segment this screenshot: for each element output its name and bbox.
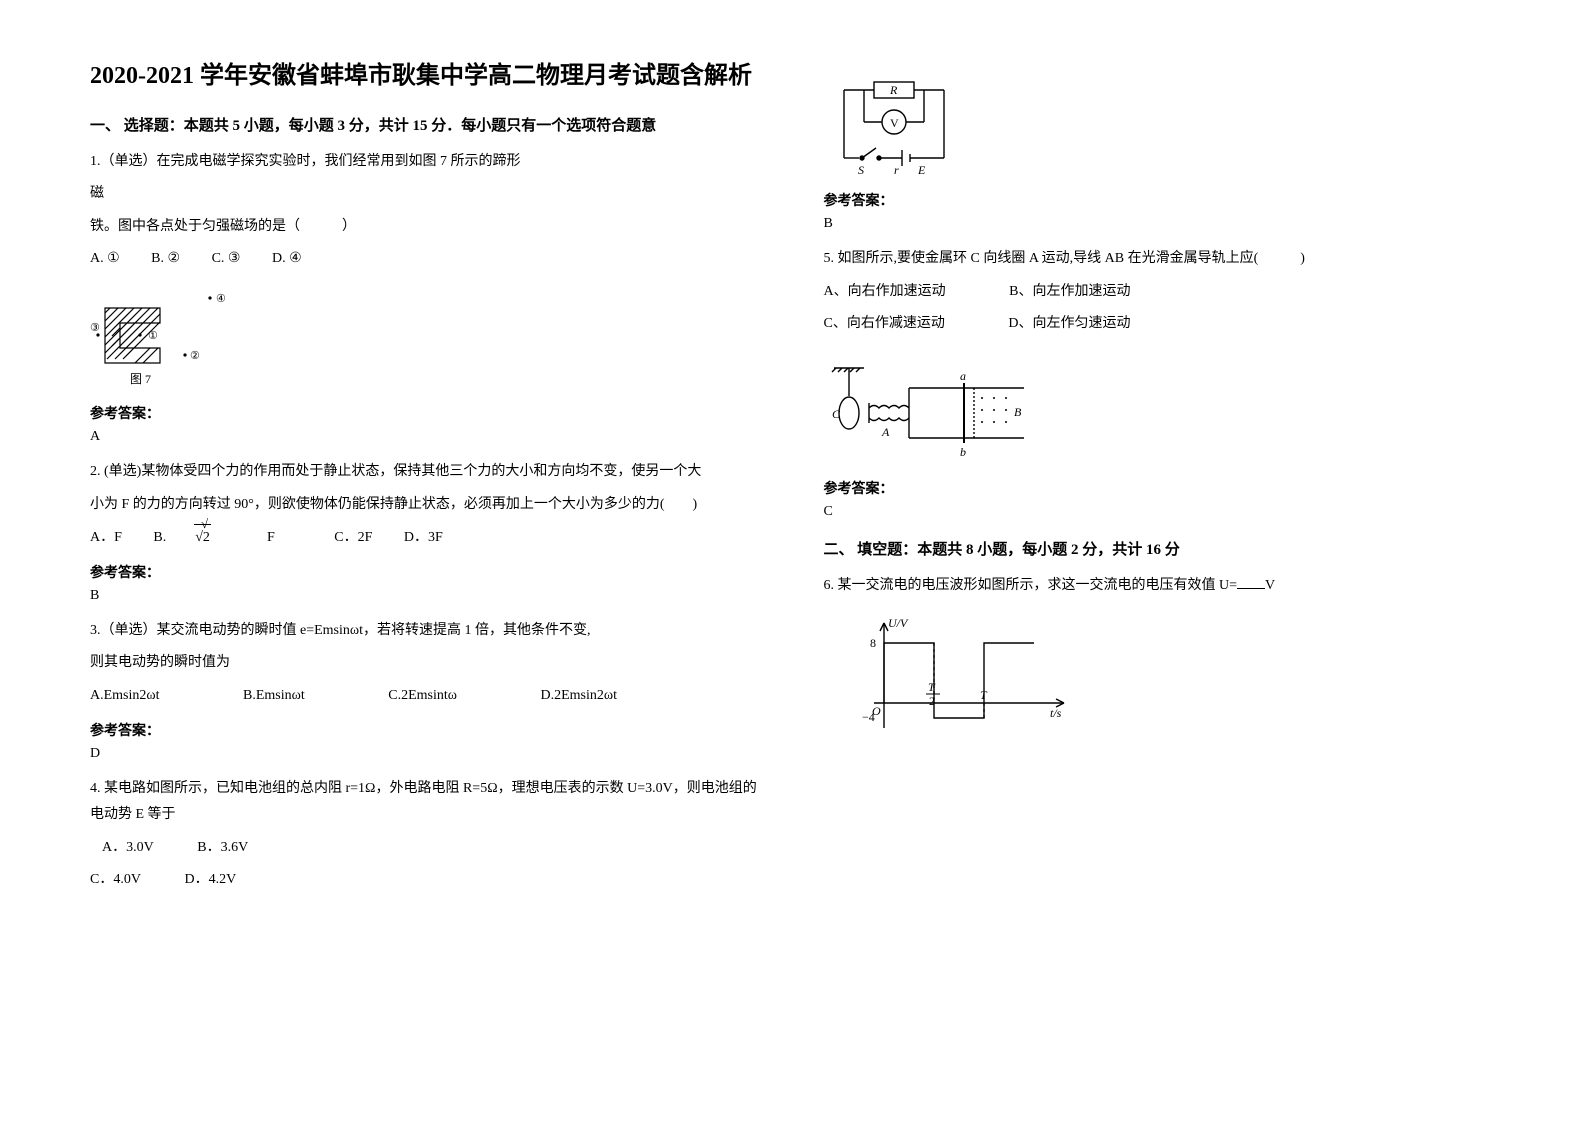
q1-pt1-label: ①: [148, 330, 158, 342]
q3-ans-label: 参考答案：: [90, 720, 764, 740]
q3-ans: D: [90, 746, 764, 762]
q1-optC: C. ③: [212, 246, 241, 273]
q5-optB: B、向左作加速运动: [1009, 279, 1130, 306]
q1-optB: B. ②: [151, 246, 180, 273]
q3-line2: 则其电动势的瞬时值为: [90, 650, 764, 677]
q1-line2: 磁: [90, 181, 764, 208]
q6-line1-suf: V: [1265, 578, 1275, 593]
q1-figure: ① ② ③ ④ 图 7: [90, 283, 764, 393]
q4-R-label: R: [889, 83, 898, 97]
q6-xlabel: t/s: [1050, 706, 1062, 720]
q5-C-label: C: [832, 407, 841, 421]
q4-options-row1: A．3.0V B．3.6V: [90, 835, 764, 862]
q1-line1: 1.（单选）在完成电磁学探究实验时，我们经常用到如图 7 所示的蹄形: [90, 149, 764, 176]
q4-V-label: V: [890, 116, 899, 130]
q4-optA: A．3.0V: [102, 835, 154, 862]
q5-ans-label: 参考答案：: [824, 478, 1498, 498]
q4-r-label: r: [894, 163, 899, 177]
q5-figure: C A B a b: [824, 358, 1498, 468]
q4-optC: C．4.0V: [90, 867, 141, 894]
q4-optB: B．3.6V: [197, 835, 248, 862]
q2-optC: C．2F: [334, 525, 372, 552]
q6-line1-pre: 6. 某一交流电的电压波形如图所示，求这一交流电的电压有效值 U=: [824, 578, 1238, 593]
q5-options-row2: C、向右作减速运动 D、向左作匀速运动: [824, 311, 1498, 338]
q1-ans: A: [90, 429, 764, 445]
q3-line1: 3.（单选）某交流电动势的瞬时值 e=Emsinωt，若将转速提高 1 倍，其他…: [90, 618, 764, 645]
q5-B-label: B: [1014, 405, 1022, 419]
q6-line1: 6. 某一交流电的电压波形如图所示，求这一交流电的电压有效值 U= V: [824, 573, 1498, 600]
q5-optC: C、向右作减速运动: [824, 311, 945, 338]
q5-line1: 5. 如图所示,要使金属环 C 向线圈 A 运动,导线 AB 在光滑金属导轨上应…: [824, 246, 1498, 273]
q4-ans-label: 参考答案：: [824, 190, 1498, 210]
q1-pt3-label: ③: [90, 322, 100, 334]
q4-ans: B: [824, 216, 1498, 232]
q2-optB-pre: B.: [153, 525, 166, 552]
q3-optB: B.Emsinωt: [243, 683, 305, 710]
q6-ylabel: U/V: [888, 616, 909, 630]
q5-a-label: a: [960, 369, 966, 383]
right-column: R V S r E 参考答案： B 5. 如图所示,要使金属环 C 向线圈 A …: [824, 60, 1498, 900]
q1-optD: D. ④: [272, 246, 302, 273]
q5-A-label: A: [881, 425, 890, 439]
q6-xT: T: [980, 688, 988, 702]
svg-text:2: 2: [929, 694, 935, 708]
q6-figure: U/V t/s 8 −4 O T 2 T: [844, 613, 1498, 743]
q2-options: A．F B. √√2 F C．2F D．3F: [90, 524, 764, 552]
q1-pt4-label: ④: [216, 293, 226, 305]
q6-blank[interactable]: [1237, 574, 1265, 589]
q5-b-label: b: [960, 445, 966, 459]
q3-options: A.Emsin2ωt B.Emsinωt C.2Emsintω D.2Emsin…: [90, 683, 764, 710]
q5-options-row1: A、向右作加速运动 B、向左作加速运动: [824, 279, 1498, 306]
doc-title: 2020-2021 学年安徽省蚌埠市耿集中学高二物理月考试题含解析: [90, 60, 764, 94]
q2-optA: A．F: [90, 525, 122, 552]
q3-optD: D.2Emsin2ωt: [540, 683, 617, 710]
q6-yhi: 8: [870, 636, 876, 650]
section2-head: 二、 填空题：本题共 8 小题，每小题 2 分，共计 16 分: [824, 538, 1498, 559]
q2-optB: B. √√2 F: [153, 524, 302, 552]
q2-line1: 2. (单选)某物体受四个力的作用而处于静止状态，保持其他三个力的大小和方向均不…: [90, 459, 764, 486]
q3-optC: C.2Emsintω: [388, 683, 457, 710]
q4-figure: R V S r E: [824, 70, 1498, 180]
q3-optA: A.Emsin2ωt: [90, 683, 160, 710]
q2-optB-suf: F: [267, 525, 275, 552]
q1-pt2-label: ②: [190, 350, 200, 362]
q2-optD: D．3F: [404, 525, 443, 552]
q2-ans: B: [90, 588, 764, 604]
svg-text:T: T: [928, 680, 936, 694]
q2-line2: 小为 F 的力的方向转过 90°，则欲使物体仍能保持静止状态，必须再加上一个大小…: [90, 492, 764, 519]
q4-S-label: S: [858, 163, 864, 177]
q4-optD: D．4.2V: [184, 867, 236, 894]
q4-line1: 4. 某电路如图所示，已知电池组的总内阻 r=1Ω，外电路电阻 R=5Ω，理想电…: [90, 776, 764, 829]
q5-optA: A、向右作加速运动: [824, 279, 946, 306]
q1-fig-caption: 图 7: [130, 372, 151, 386]
q1-ans-label: 参考答案：: [90, 403, 764, 423]
q1-optA: A. ①: [90, 246, 120, 273]
q1-options: A. ① B. ② C. ③ D. ④: [90, 246, 764, 273]
q5-ans: C: [824, 504, 1498, 520]
q4-options-row2: C．4.0V D．4.2V: [90, 867, 764, 894]
q1-line3: 铁。图中各点处于匀强磁场的是（ ）: [90, 214, 764, 241]
left-column: 2020-2021 学年安徽省蚌埠市耿集中学高二物理月考试题含解析 一、 选择题…: [90, 60, 764, 900]
q5-optD: D、向左作匀速运动: [1008, 311, 1130, 338]
section1-head: 一、 选择题：本题共 5 小题，每小题 3 分，共计 15 分．每小题只有一个选…: [90, 114, 764, 135]
q4-E-label: E: [917, 163, 926, 177]
q6-origin: O: [872, 704, 881, 718]
q2-ans-label: 参考答案：: [90, 562, 764, 582]
